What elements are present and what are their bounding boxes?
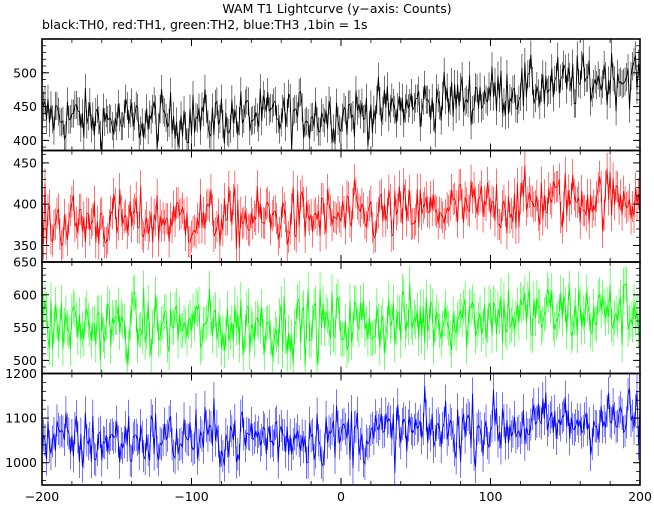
y-tick-label: 500 [13, 65, 37, 80]
error-bars-th3 [42, 373, 640, 485]
x-axis-ticks: −200 −100 0 100 200 [25, 489, 652, 504]
panels-group: 400 450 500 350 400 450 500 550 600 650 1000 1100 12… [5, 38, 641, 486]
y-tick-label: 550 [13, 320, 37, 335]
chart-title: WAM T1 Lightcurve (y−axis: Counts) [222, 1, 451, 16]
panel-th3: 1000 1100 1200 [5, 366, 641, 486]
x-tick-label: 200 [628, 489, 652, 504]
error-bars-th2 [42, 265, 640, 374]
y-tick-label: 400 [13, 197, 37, 212]
panel-th0: 400 450 500 [13, 38, 641, 152]
error-bars-th1 [42, 150, 640, 262]
chart-subtitle: black:TH0, red:TH1, green:TH2, blue:TH3 … [42, 17, 368, 32]
y-tick-label: 400 [13, 133, 37, 148]
y-tick-label: 350 [13, 238, 37, 253]
error-bars-th0 [42, 39, 640, 151]
x-tick-label: 100 [479, 489, 503, 504]
y-tick-label: 450 [13, 99, 37, 114]
x-tick-label: −200 [25, 489, 59, 504]
panel-th1: 350 400 450 [13, 149, 641, 263]
y-tick-label: 450 [13, 155, 37, 170]
y-tick-label: 600 [13, 287, 37, 302]
y-tick-label: 1000 [5, 455, 37, 470]
x-tick-label: −100 [174, 489, 208, 504]
y-tick-label: 650 [13, 255, 37, 270]
y-tick-label: 1100 [5, 411, 37, 426]
x-tick-label: 0 [337, 489, 345, 504]
y-tick-label: 500 [13, 353, 37, 368]
panel-th2: 500 550 600 650 [13, 255, 641, 375]
y-tick-label: 1200 [5, 366, 37, 381]
